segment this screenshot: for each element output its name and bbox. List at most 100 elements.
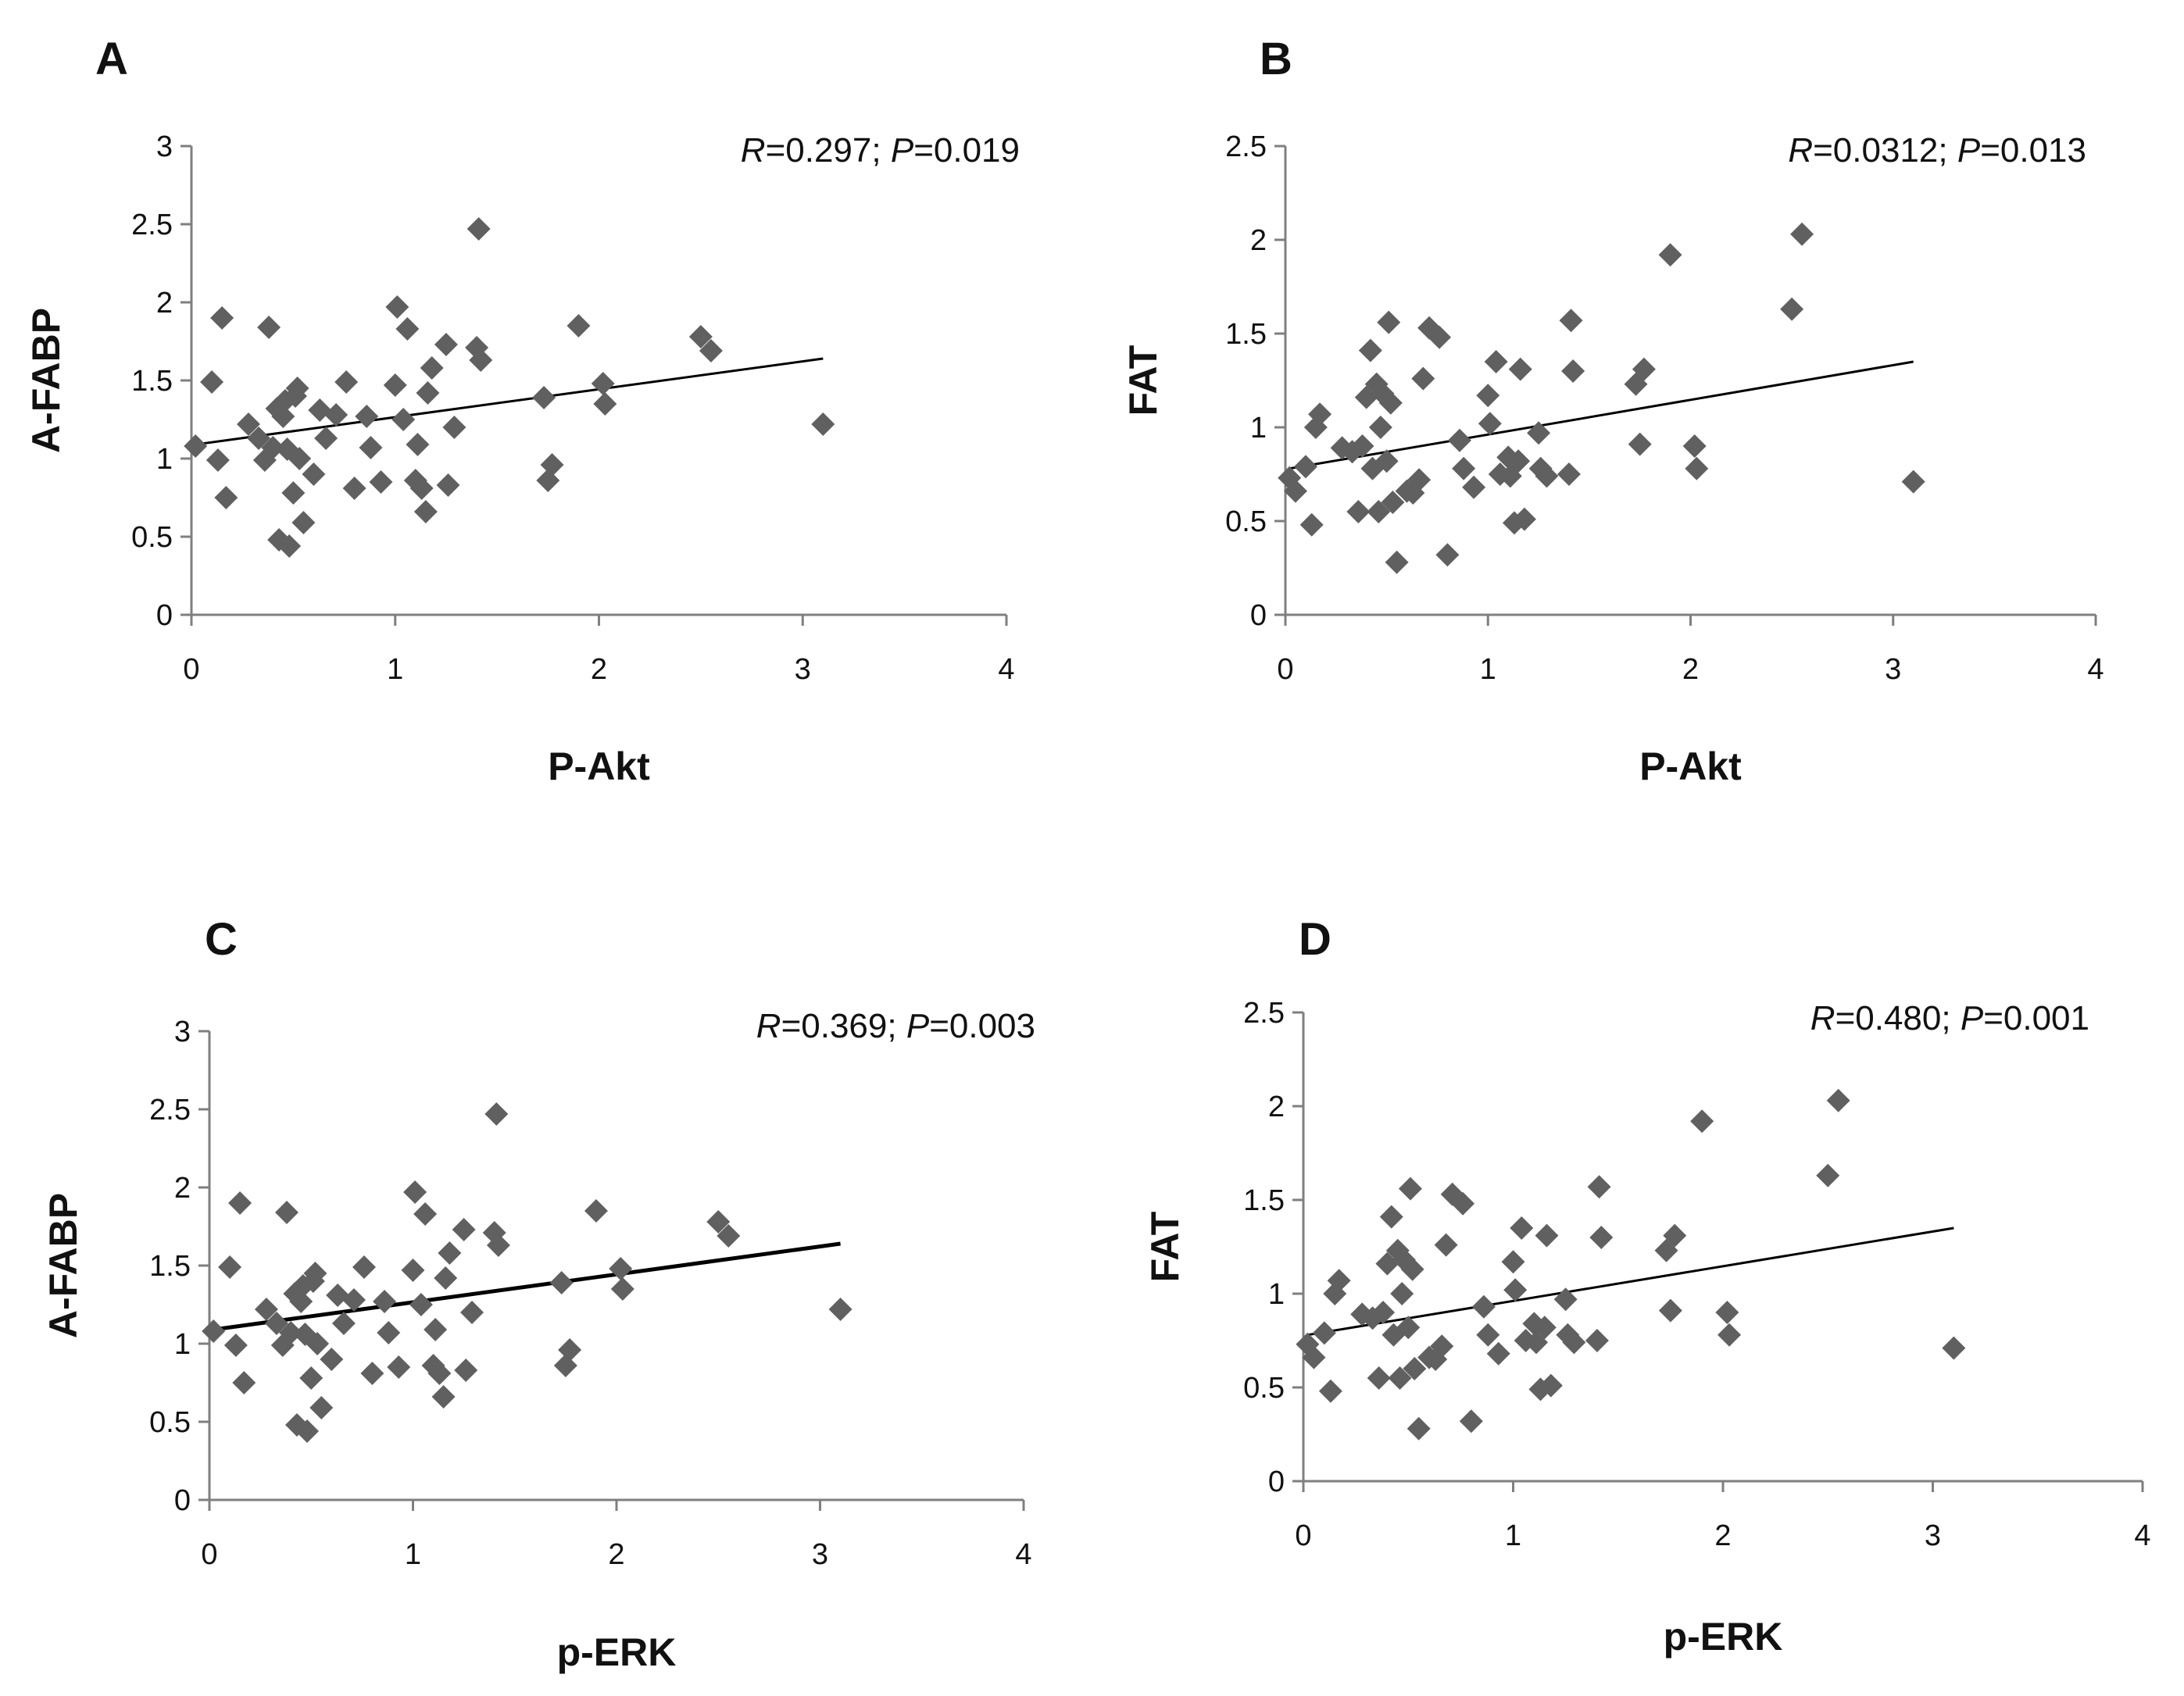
x-tick-label: 3 — [1885, 653, 1901, 686]
data-point — [1535, 1223, 1559, 1248]
data-point — [413, 1202, 438, 1226]
y-tick-label: 0.5 — [1225, 505, 1267, 538]
y-tick-label: 2.5 — [1225, 130, 1267, 163]
stat-r-label: R — [1788, 131, 1813, 170]
data-point — [1508, 357, 1532, 381]
x-tick-label: 3 — [1925, 1519, 1941, 1552]
x-tick-label: 1 — [387, 653, 403, 686]
stat-annotation: R=0.480; P=0.001 — [1810, 999, 2089, 1037]
data-point — [688, 325, 713, 348]
x-tick-label: 2 — [608, 1538, 624, 1571]
data-point — [1293, 455, 1317, 479]
data-point — [1685, 456, 1709, 480]
data-point — [584, 1199, 608, 1223]
x-axis-title: P-Akt — [1639, 744, 1742, 788]
trend-line — [1289, 360, 1914, 470]
data-point — [1561, 359, 1585, 383]
data-point — [466, 217, 491, 241]
y-tick-label: 1.5 — [1225, 318, 1267, 351]
y-tick-label: 0 — [1250, 599, 1267, 632]
data-point — [218, 1255, 242, 1279]
x-axis-title: P-Akt — [548, 744, 650, 788]
data-point — [288, 447, 312, 470]
data-point — [309, 1396, 334, 1419]
data-point — [1407, 1416, 1431, 1441]
data-point — [1658, 243, 1682, 267]
y-tick-label: 1.5 — [149, 1250, 191, 1283]
stat-separator: ; — [871, 131, 890, 170]
data-point — [369, 470, 393, 494]
x-tick-label: 2 — [1682, 653, 1699, 686]
data-point — [257, 316, 281, 339]
data-point — [1447, 428, 1471, 452]
data-point — [1371, 1301, 1396, 1324]
data-point — [1346, 500, 1371, 523]
y-tick-label: 2 — [174, 1172, 191, 1205]
data-point — [1375, 1251, 1399, 1276]
data-point — [1385, 550, 1409, 574]
y-tick-label: 0 — [156, 599, 173, 632]
data-point — [377, 1321, 401, 1344]
data-point — [1374, 449, 1399, 473]
stat-r-value: =0.369 — [781, 1007, 888, 1045]
stat-separator: ; — [887, 1007, 906, 1045]
data-point — [359, 436, 383, 459]
data-point — [1503, 1278, 1528, 1302]
y-tick-label: 2 — [1268, 1091, 1285, 1123]
stat-p-value: =0.019 — [913, 131, 1020, 170]
stat-p-value: =0.003 — [929, 1007, 1035, 1045]
data-point — [406, 433, 430, 456]
y-tick-label: 2.5 — [131, 209, 173, 241]
data-point — [1682, 434, 1707, 458]
data-point — [706, 1210, 731, 1234]
data-point — [1396, 1316, 1421, 1340]
data-point — [549, 1271, 574, 1294]
data-point — [1512, 507, 1536, 531]
data-point — [355, 405, 379, 428]
data-point — [610, 1277, 634, 1301]
data-point — [1390, 1282, 1414, 1305]
data-point — [1585, 1329, 1609, 1352]
x-tick-label: 1 — [1505, 1519, 1521, 1552]
data-point — [1407, 468, 1432, 492]
data-point — [1379, 1205, 1403, 1229]
data-point — [1367, 1366, 1391, 1390]
data-point — [593, 392, 617, 416]
data-point — [484, 1102, 509, 1126]
y-axis-title: FAT — [1143, 1212, 1187, 1283]
data-point — [454, 1359, 478, 1382]
stat-r-label: R — [1810, 999, 1835, 1037]
data-point — [1302, 1345, 1326, 1369]
data-point — [1398, 1176, 1422, 1201]
stat-r-label: R — [741, 131, 766, 170]
data-point — [232, 1371, 256, 1394]
panel-b: B 0 0.5 1 1.5 2 2.5 0 1 2 3 4 P-Akt FAT R=0.0312; P=0.… — [1121, 34, 2104, 788]
data-point — [1535, 464, 1559, 488]
data-point — [1589, 1226, 1614, 1249]
data-point — [373, 1290, 397, 1313]
panel-a: A 0 0.5 1 1.5 2 2.5 3 0 1 2 3 4 P-Akt A-FABP R=0.297; P… — [24, 34, 1020, 788]
data-point — [811, 412, 835, 436]
data-point — [438, 1241, 462, 1265]
data-point — [403, 1180, 427, 1204]
data-point — [1559, 309, 1583, 333]
data-point — [1411, 366, 1435, 391]
data-point — [228, 1191, 252, 1215]
trend-line — [195, 357, 824, 446]
data-point — [1790, 222, 1814, 246]
data-point — [1557, 462, 1581, 486]
data-point — [416, 381, 440, 405]
data-point — [1658, 1298, 1682, 1323]
data-point — [469, 348, 493, 372]
x-tick-label: 1 — [405, 1538, 421, 1571]
x-tick-label: 0 — [1277, 653, 1293, 686]
data-point — [1452, 456, 1476, 480]
y-axis-title: A-FABP — [41, 1193, 85, 1338]
data-point — [699, 339, 723, 362]
data-point — [1428, 325, 1452, 349]
data-point — [452, 1218, 476, 1241]
panel-letter: B — [1260, 34, 1292, 84]
data-point — [609, 1257, 633, 1280]
data-point — [1632, 357, 1656, 381]
